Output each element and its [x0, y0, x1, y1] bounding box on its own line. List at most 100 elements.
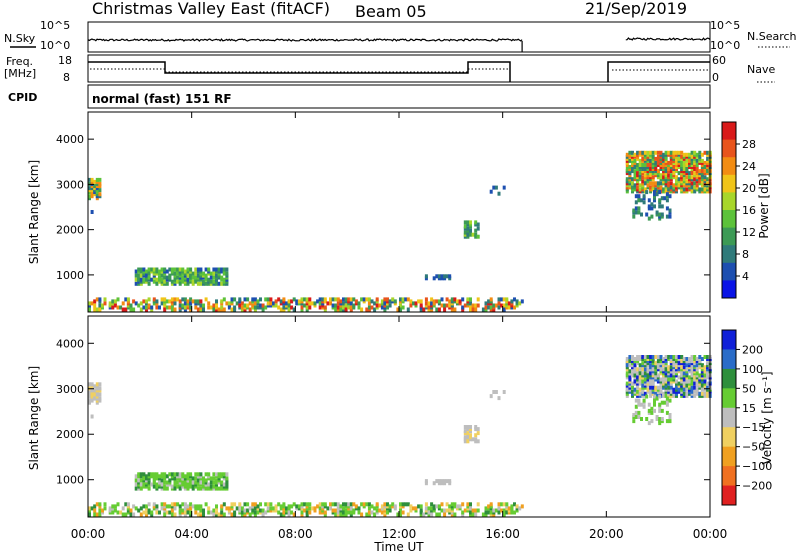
power-cell: [217, 281, 221, 286]
velocity-cell: [181, 484, 185, 489]
velocity-cell: [155, 482, 159, 487]
power-cell: [675, 156, 678, 161]
power-cell: [165, 269, 169, 274]
velocity-cell: [212, 480, 216, 485]
velocity-cell: [675, 367, 678, 372]
power-cell: [437, 299, 441, 304]
power-cell: [502, 297, 506, 302]
velocity-cell: [641, 371, 645, 376]
velocity-cell: [656, 389, 660, 394]
power-cell: [196, 281, 200, 286]
power-cell: [243, 303, 247, 308]
power-cell: [165, 277, 169, 282]
power-cell: [285, 303, 288, 308]
power-cell: [656, 185, 660, 190]
power-cell: [693, 177, 697, 182]
power-cell: [349, 297, 353, 302]
velocity-cell: [303, 502, 307, 507]
velocity-cell: [651, 373, 655, 378]
velocity-cell: [383, 508, 387, 513]
velocity-cell: [476, 431, 480, 436]
velocity-cell: [474, 437, 478, 442]
power-cell: [515, 299, 519, 304]
power-cell: [463, 220, 467, 225]
velocity-cell: [463, 508, 467, 513]
power-cell: [662, 175, 666, 180]
power-cell: [658, 214, 662, 219]
velocity-cell: [672, 363, 676, 368]
velocity-cell: [139, 478, 143, 483]
velocity-cell: [215, 484, 218, 489]
velocity-cell: [641, 389, 645, 394]
power-cell: [176, 271, 180, 276]
velocity-cell: [484, 510, 488, 515]
velocity-cell: [380, 510, 384, 515]
velocity-cell: [339, 508, 343, 513]
velocity-ytick-label: 3000: [56, 383, 84, 396]
power-cell: [176, 275, 180, 280]
power-cell: [183, 271, 187, 276]
power-cell: [139, 307, 143, 312]
velocity-cell: [391, 504, 395, 509]
velocity-cell: [500, 508, 504, 513]
power-cell: [453, 297, 457, 302]
velocity-cell: [145, 484, 148, 489]
power-cell: [344, 297, 348, 302]
velocity-cell: [680, 385, 684, 390]
power-cell: [669, 185, 673, 190]
velocity-cell: [487, 510, 491, 515]
power-cell: [660, 212, 664, 217]
power-cell: [668, 208, 672, 213]
velocity-cell: [165, 504, 169, 509]
power-cell: [139, 281, 143, 286]
power-cell: [393, 299, 397, 304]
velocity-cell: [98, 386, 102, 391]
velocity-cell: [191, 504, 195, 509]
velocity-cell: [183, 502, 187, 507]
power-cell: [637, 198, 641, 203]
power-cell: [339, 303, 343, 308]
velocity-cell: [134, 482, 138, 487]
velocity-cell: [181, 502, 185, 507]
velocity-cell: [682, 391, 686, 396]
power-cell: [256, 299, 260, 304]
velocity-cell: [445, 479, 449, 484]
velocity-cell: [640, 417, 643, 421]
power-cell: [173, 267, 177, 272]
power-cell: [240, 301, 244, 306]
power-cell: [111, 305, 115, 310]
velocity-cell: [331, 502, 335, 507]
velocity-cell: [272, 508, 275, 513]
velocity-cell: [636, 389, 640, 394]
power-cell: [651, 154, 655, 159]
power-cell: [401, 305, 405, 310]
velocity-cell: [380, 504, 384, 509]
power-cell: [142, 299, 146, 304]
velocity-cell: [507, 508, 511, 513]
velocity-cell: [631, 393, 634, 398]
power-cell: [662, 152, 666, 157]
velocity-cell: [502, 390, 506, 394]
velocity-cell: [636, 367, 640, 372]
power-cell: [675, 169, 678, 174]
velocity-cell: [649, 389, 653, 394]
velocity-cell: [650, 410, 654, 415]
power-cell: [662, 187, 666, 192]
power-cell: [134, 281, 138, 286]
velocity-cell: [183, 480, 187, 485]
velocity-cell: [196, 478, 200, 483]
velocity-cell: [98, 508, 102, 513]
velocity-cell: [443, 481, 447, 486]
velocity-cell: [664, 367, 668, 372]
velocity-cell: [155, 476, 159, 481]
velocity-cell: [507, 506, 511, 511]
power-cell: [680, 179, 684, 184]
power-cell: [424, 297, 428, 302]
velocity-cell: [695, 377, 699, 382]
power-cell: [675, 175, 678, 180]
velocity-cell: [654, 361, 658, 366]
power-cell: [204, 277, 208, 282]
velocity-cell: [121, 506, 125, 511]
